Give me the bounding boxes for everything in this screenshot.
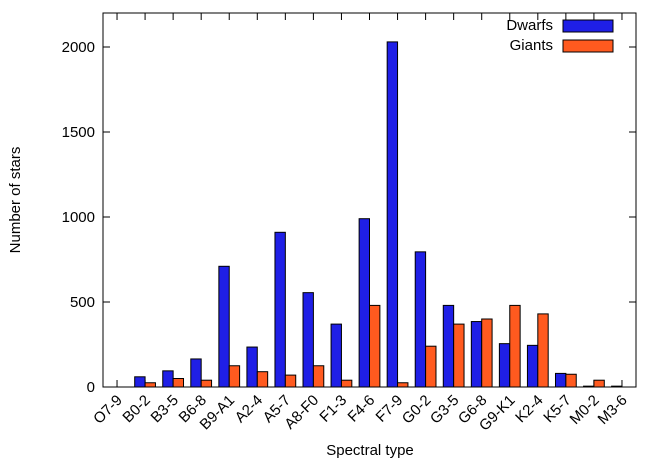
bar-dwarfs-m3-6 [611,385,623,388]
bar-giants-g6-8 [481,318,493,388]
bar-giants-b6-8 [200,379,213,388]
bar-giants-f1-3 [340,379,353,388]
bar-giants-a2-4 [256,371,269,388]
bar-giants-b3-5 [172,378,185,388]
bar-giants-f7-9 [397,382,409,388]
bar-dwarfs-a8-f0 [302,292,314,388]
x-tick-label: F4-6 [344,392,378,426]
bar-dwarfs-k5-7 [554,372,567,388]
y-tick-label: 0 [87,379,95,396]
y-tick-label: 1500 [62,124,95,141]
x-axis-title: Spectral type [326,442,414,459]
legend-label-dwarfs: Dwarfs [506,17,553,34]
bar-giants-f4-6 [369,304,381,388]
x-tick-label: O7-9 [90,392,126,428]
bar-giants-a5-7 [284,374,297,388]
bar-giants-b9-a1 [228,365,241,388]
x-tick-label: A2-4 [232,392,266,426]
y-tick-label: 2000 [62,39,95,56]
bar-dwarfs-a5-7 [274,231,286,388]
bar-dwarfs-f7-9 [386,41,399,388]
bar-giants-k5-7 [565,373,577,388]
x-tick-label: K5-7 [540,392,574,426]
bar-dwarfs-f1-3 [330,323,342,388]
legend-swatch-giants [562,39,614,53]
bar-giants-a8-f0 [312,365,325,388]
bar-dwarfs-a2-4 [246,346,258,388]
x-tick-label: F7-9 [373,392,407,426]
y-tick-label: 1000 [62,209,95,226]
bar-dwarfs-g9-k1 [498,343,511,388]
x-tick-label: B3-5 [148,392,182,426]
x-tick-label: M3-6 [595,392,631,428]
bar-giants-m0-2 [593,379,605,388]
bar-dwarfs-f4-6 [358,218,370,388]
bar-giants-g3-5 [453,323,465,388]
y-axis-title: Number of stars [7,147,24,254]
x-tick-label: F1-3 [316,392,350,426]
legend-swatch-dwarfs [562,19,614,33]
bar-dwarfs-b0-2 [134,376,146,388]
x-tick-label: B0-2 [119,392,153,426]
x-axis: O7-9B0-2B3-5B6-8B9-A1A2-4A5-7A8-F0F1-3F4… [90,13,631,434]
bar-dwarfs-m0-2 [583,385,595,388]
x-tick-label: G0-2 [399,392,435,428]
y-axis: 0 500 1000 1500 2000 [62,39,636,396]
bar-dwarfs-g6-8 [470,321,483,388]
bar-dwarfs-b9-a1 [218,265,230,388]
x-tick-label: K2-4 [512,392,546,426]
x-tick-label: G3-5 [427,392,463,428]
bar-giants-k2-4 [537,313,549,388]
bar-giants-g0-2 [425,345,437,388]
bar-dwarfs-b6-8 [190,358,202,388]
bar-giants-g9-k1 [509,304,521,388]
legend-label-giants: Giants [510,37,553,54]
y-tick-label: 500 [70,294,95,311]
bars-group [134,41,623,388]
x-tick-label: M0-2 [567,392,603,428]
bar-giants-b0-2 [144,382,156,388]
bar-dwarfs-g3-5 [442,304,455,388]
bar-dwarfs-g0-2 [414,251,427,388]
legend: Dwarfs Giants [506,17,614,54]
bar-dwarfs-k2-4 [526,344,539,388]
bar-dwarfs-b3-5 [162,370,174,388]
